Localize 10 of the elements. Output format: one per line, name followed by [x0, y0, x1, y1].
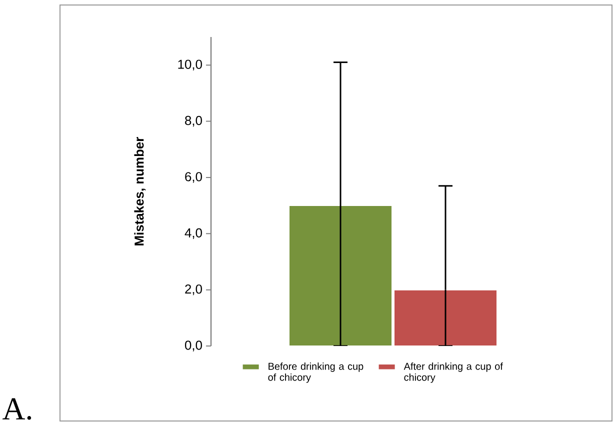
legend-label: Before drinking a cup of chicory: [268, 362, 364, 383]
y-tick-label: 4,0: [184, 228, 202, 239]
y-tick-label: 2,0: [185, 284, 202, 296]
legend-label: After drinking a cup of chicory: [404, 362, 503, 383]
y-tick-label: 8,0: [185, 116, 202, 127]
y-tick-label: 10,0: [178, 60, 202, 70]
text: A.: [2, 398, 32, 420]
y-axis-title: Mistakes, number: [134, 137, 146, 246]
y-tick-label: 0,0: [184, 340, 202, 352]
y-tick-label: 6,0: [185, 172, 202, 183]
